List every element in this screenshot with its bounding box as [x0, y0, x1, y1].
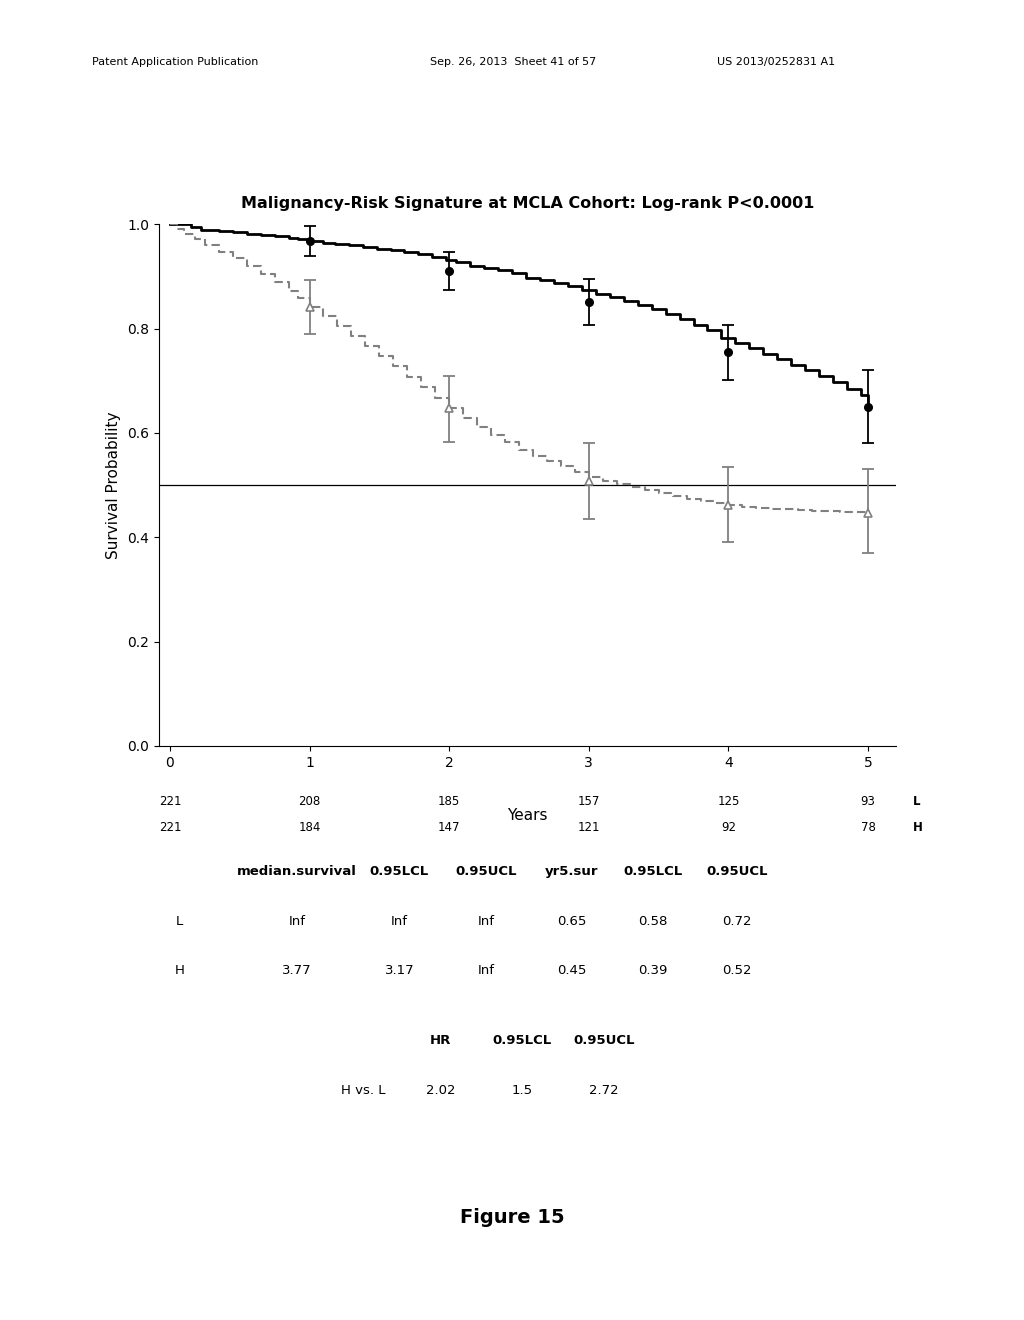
Text: 185: 185	[438, 796, 461, 808]
Text: yr5.sur: yr5.sur	[545, 865, 598, 878]
Text: 2.72: 2.72	[590, 1084, 618, 1097]
Text: L: L	[175, 915, 183, 928]
Text: US 2013/0252831 A1: US 2013/0252831 A1	[717, 57, 835, 67]
Text: 0.45: 0.45	[557, 964, 586, 977]
Text: 0.95LCL: 0.95LCL	[624, 865, 683, 878]
Text: Inf: Inf	[391, 915, 408, 928]
Text: 184: 184	[298, 821, 321, 834]
Text: Figure 15: Figure 15	[460, 1208, 564, 1226]
Y-axis label: Survival Probability: Survival Probability	[106, 412, 122, 558]
Text: 78: 78	[860, 821, 876, 834]
Text: 157: 157	[578, 796, 600, 808]
Text: 121: 121	[578, 821, 600, 834]
Text: Sep. 26, 2013  Sheet 41 of 57: Sep. 26, 2013 Sheet 41 of 57	[430, 57, 596, 67]
Text: H: H	[174, 964, 184, 977]
Text: 208: 208	[298, 796, 321, 808]
Text: 3.17: 3.17	[385, 964, 414, 977]
Text: 125: 125	[717, 796, 739, 808]
Text: Inf: Inf	[478, 915, 495, 928]
Text: 0.95UCL: 0.95UCL	[456, 865, 517, 878]
Text: median.survival: median.survival	[237, 865, 357, 878]
Text: H: H	[912, 821, 923, 834]
Text: 0.95UCL: 0.95UCL	[573, 1034, 635, 1047]
Text: 3.77: 3.77	[283, 964, 311, 977]
Text: 0.95LCL: 0.95LCL	[370, 865, 429, 878]
Text: 2.02: 2.02	[426, 1084, 455, 1097]
Text: H vs. L: H vs. L	[341, 1084, 386, 1097]
Text: 0.95UCL: 0.95UCL	[707, 865, 768, 878]
Text: 221: 221	[159, 796, 181, 808]
Text: Inf: Inf	[478, 964, 495, 977]
Text: HR: HR	[430, 1034, 451, 1047]
Text: Years: Years	[507, 808, 548, 822]
Text: 221: 221	[159, 821, 181, 834]
Text: 1.5: 1.5	[512, 1084, 532, 1097]
Text: Patent Application Publication: Patent Application Publication	[92, 57, 258, 67]
Text: 0.39: 0.39	[639, 964, 668, 977]
Text: 0.52: 0.52	[723, 964, 752, 977]
Text: Inf: Inf	[289, 915, 305, 928]
Text: 0.95LCL: 0.95LCL	[493, 1034, 552, 1047]
Text: 0.58: 0.58	[639, 915, 668, 928]
Text: L: L	[912, 796, 921, 808]
Text: 0.72: 0.72	[723, 915, 752, 928]
Text: 0.65: 0.65	[557, 915, 586, 928]
Text: 147: 147	[438, 821, 461, 834]
Text: 92: 92	[721, 821, 736, 834]
Text: 93: 93	[860, 796, 876, 808]
Title: Malignancy-Risk Signature at MCLA Cohort: Log-rank P<0.0001: Malignancy-Risk Signature at MCLA Cohort…	[241, 195, 814, 211]
